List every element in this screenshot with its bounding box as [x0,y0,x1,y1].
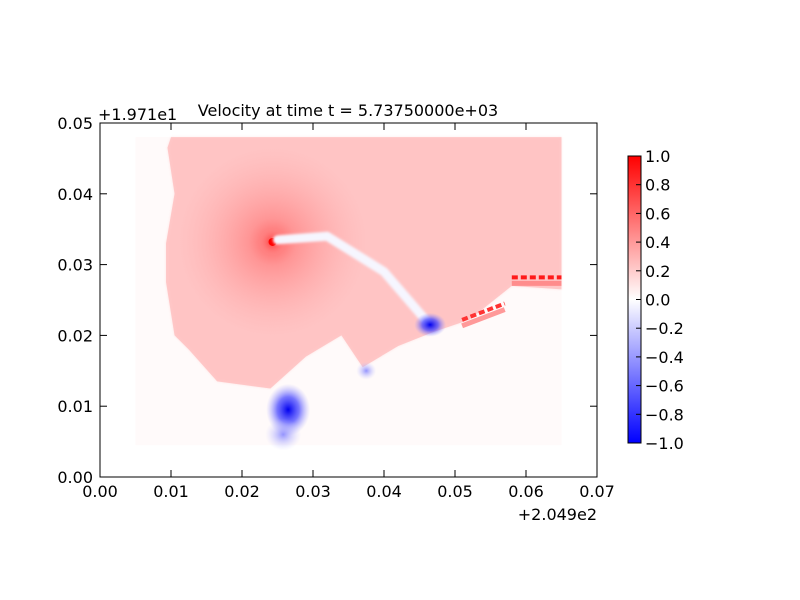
field-feature-positive-strip-fringe [461,307,506,329]
plot-area [100,123,597,477]
chart-title: Velocity at time t = 5.73750000e+03 [198,101,498,120]
colorbar-tick-label: 1.0 [645,147,670,166]
x-tick-label: 0.05 [437,482,473,501]
x-offset-label: +2.049e2 [518,505,597,524]
colorbar-tick-label: −0.2 [645,319,684,338]
y-tick-label: 0.01 [57,397,93,416]
x-tick-label: 0.02 [224,482,260,501]
colorbar: 1.0 0.8 0.6 0.4 0.2 0.0 −0.2 −0.4 −0.6 −0.8 −1.0 [627,147,684,453]
field-feature-shear-band [273,231,432,326]
y-axis: 0.00 0.01 0.02 0.03 0.04 0.05 [57,114,597,487]
field-feature-positive-strip [461,301,506,322]
y-tick-label: 0.04 [57,185,93,204]
plot-frame [99,122,598,478]
colorbar-tick-label: 0.0 [645,291,670,310]
colorbar-tick-label: −1.0 [645,434,684,453]
y-offset-label: +1.971e1 [98,105,177,124]
field-feature-negative-plume [265,418,302,451]
colorbar-tick-label: −0.6 [645,377,684,396]
x-tick-label: 0.07 [579,482,615,501]
colorbar-tick-label: 0.6 [645,204,670,223]
x-tick-label: 0.01 [153,482,189,501]
colorbar-tick-label: −0.8 [645,405,684,424]
colorbar-tick-label: 0.2 [645,262,670,281]
colorbar-tick-label: −0.4 [645,348,684,367]
x-tick-label: 0.06 [508,482,544,501]
field-feature-weak-negative-lobe [356,361,377,380]
field-feature-negative-cluster [414,312,447,337]
colorbar-tick-label: 0.4 [645,233,670,252]
colorbar-tick-label: 0.8 [645,176,670,195]
x-axis: 0.00 0.01 0.02 0.03 0.04 0.05 0.06 0.07 [82,123,615,501]
y-tick-label: 0.00 [57,468,93,487]
x-tick-label: 0.03 [295,482,331,501]
y-tick-label: 0.02 [57,326,93,345]
y-tick-label: 0.03 [57,256,93,275]
y-tick-label: 0.05 [57,114,93,133]
x-tick-label: 0.00 [82,482,118,501]
x-tick-label: 0.04 [366,482,402,501]
